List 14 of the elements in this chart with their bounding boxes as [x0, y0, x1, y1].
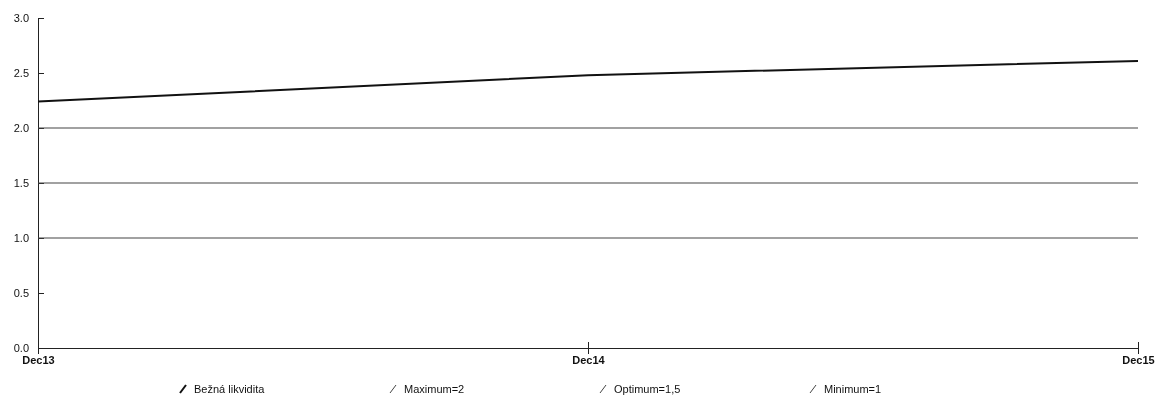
- y-tick-label: 2.5: [13, 67, 29, 80]
- y-tick-label: 3.0: [13, 12, 29, 25]
- y-tick-label: 0.5: [13, 287, 29, 300]
- y-tick-label: 1.5: [13, 177, 29, 190]
- x-tick-label: Dec14: [572, 354, 606, 367]
- legend-label: Optimum=1,5: [614, 383, 681, 395]
- y-tick-label: 2.0: [13, 122, 29, 135]
- y-tick-label: 0.0: [13, 342, 29, 355]
- x-tick-label: Dec15: [1122, 354, 1155, 367]
- x-tick-label: Dec13: [22, 354, 55, 367]
- y-tick-label: 1.0: [13, 232, 29, 245]
- legend-label: Bežná likvidita: [194, 383, 266, 395]
- legend-label: Minimum=1: [824, 383, 882, 395]
- legend-label: Maximum=2: [404, 383, 465, 395]
